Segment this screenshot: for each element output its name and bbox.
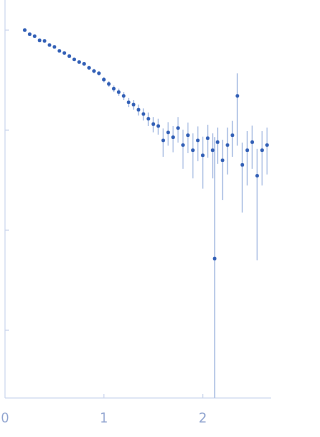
data-point <box>235 94 240 98</box>
data-point <box>245 148 250 153</box>
data-point <box>82 62 86 66</box>
data-point <box>191 148 195 153</box>
data-point <box>37 38 42 43</box>
data-point <box>87 65 91 70</box>
data-point <box>111 86 116 91</box>
x-tick-label: 1 <box>100 412 108 427</box>
data-point <box>171 135 175 140</box>
data-point <box>181 143 185 147</box>
data-point <box>62 51 67 55</box>
x-tick-label: 0 <box>1 412 9 427</box>
x-tick-label: 2 <box>199 412 207 427</box>
data-point <box>146 116 151 121</box>
data-point <box>260 148 264 153</box>
data-point <box>215 140 220 144</box>
data-point <box>126 100 131 105</box>
data-point <box>212 256 217 261</box>
data-point <box>220 158 225 163</box>
data-point <box>161 138 166 143</box>
data-point <box>156 124 161 128</box>
data-point <box>32 34 37 38</box>
data-point <box>107 82 111 86</box>
data-point <box>210 148 215 153</box>
data-point <box>22 28 27 32</box>
data-point <box>200 153 205 158</box>
data-point <box>250 140 255 144</box>
data-point <box>42 39 47 43</box>
data-point <box>77 60 81 64</box>
data-point <box>176 126 180 130</box>
data-point <box>141 112 146 116</box>
data-point <box>196 138 200 143</box>
data-point <box>136 107 141 112</box>
data-point <box>72 57 77 62</box>
data-point <box>151 122 156 126</box>
data-point <box>225 143 230 147</box>
chart: 0 1 2 <box>1 0 271 427</box>
data-point <box>230 133 235 138</box>
data-point <box>92 69 96 73</box>
data-point <box>97 71 101 76</box>
data-point <box>205 136 210 141</box>
data-point <box>131 102 136 107</box>
data-point <box>67 54 72 58</box>
data-point <box>57 49 62 53</box>
data-point <box>47 43 52 47</box>
data-point <box>102 77 106 82</box>
data-point <box>121 94 126 98</box>
data-point <box>116 90 121 94</box>
data-point <box>186 133 190 138</box>
data-point <box>255 173 259 178</box>
data-point <box>166 130 170 135</box>
data-point <box>52 45 57 49</box>
data-point <box>240 163 245 167</box>
data-point <box>265 143 269 147</box>
data-point <box>27 32 32 37</box>
